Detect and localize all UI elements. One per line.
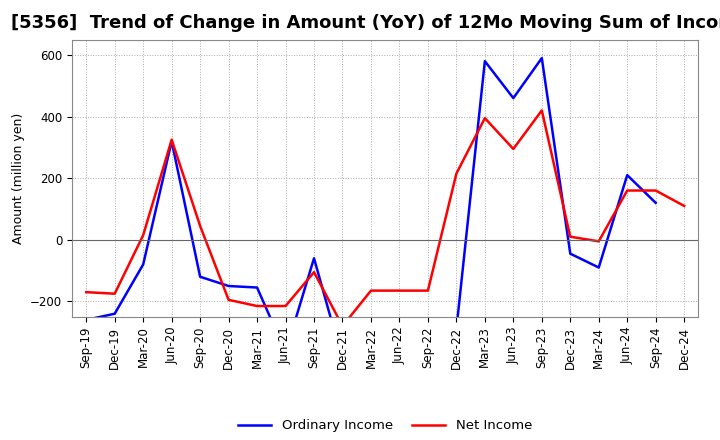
Net Income [680,203,688,209]
Net Income [423,288,432,293]
Line: Net Income: Net Income [86,110,684,326]
Ordinary Income [167,139,176,144]
Net Income [480,115,489,121]
Ordinary Income [423,322,432,327]
Net Income [139,232,148,238]
Ordinary Income [82,317,91,323]
Ordinary Income [366,322,375,327]
Ordinary Income [253,285,261,290]
Y-axis label: Amount (million yen): Amount (million yen) [12,113,24,244]
Net Income [366,288,375,293]
Ordinary Income [566,251,575,256]
Net Income [225,297,233,303]
Ordinary Income [652,200,660,205]
Net Income [652,188,660,193]
Ordinary Income [623,172,631,178]
Net Income [452,171,461,176]
Ordinary Income [282,349,290,355]
Net Income [110,291,119,297]
Net Income [509,146,518,151]
Ordinary Income [338,357,347,363]
Ordinary Income [310,256,318,261]
Net Income [623,188,631,193]
Ordinary Income [537,55,546,61]
Ordinary Income [595,265,603,270]
Line: Ordinary Income: Ordinary Income [86,58,656,360]
Ordinary Income [452,326,461,332]
Net Income [196,223,204,228]
Ordinary Income [139,262,148,267]
Legend: Ordinary Income, Net Income: Ordinary Income, Net Income [233,414,538,438]
Net Income [595,238,603,244]
Ordinary Income [509,95,518,101]
Net Income [282,304,290,309]
Title: [5356]  Trend of Change in Amount (YoY) of 12Mo Moving Sum of Incomes: [5356] Trend of Change in Amount (YoY) o… [11,15,720,33]
Net Income [338,323,347,329]
Ordinary Income [480,59,489,64]
Ordinary Income [196,274,204,279]
Net Income [253,304,261,309]
Net Income [395,288,404,293]
Ordinary Income [110,311,119,316]
Ordinary Income [395,319,404,324]
Net Income [566,234,575,239]
Net Income [537,108,546,113]
Net Income [82,290,91,295]
Ordinary Income [225,283,233,289]
Net Income [310,269,318,275]
Net Income [167,137,176,142]
